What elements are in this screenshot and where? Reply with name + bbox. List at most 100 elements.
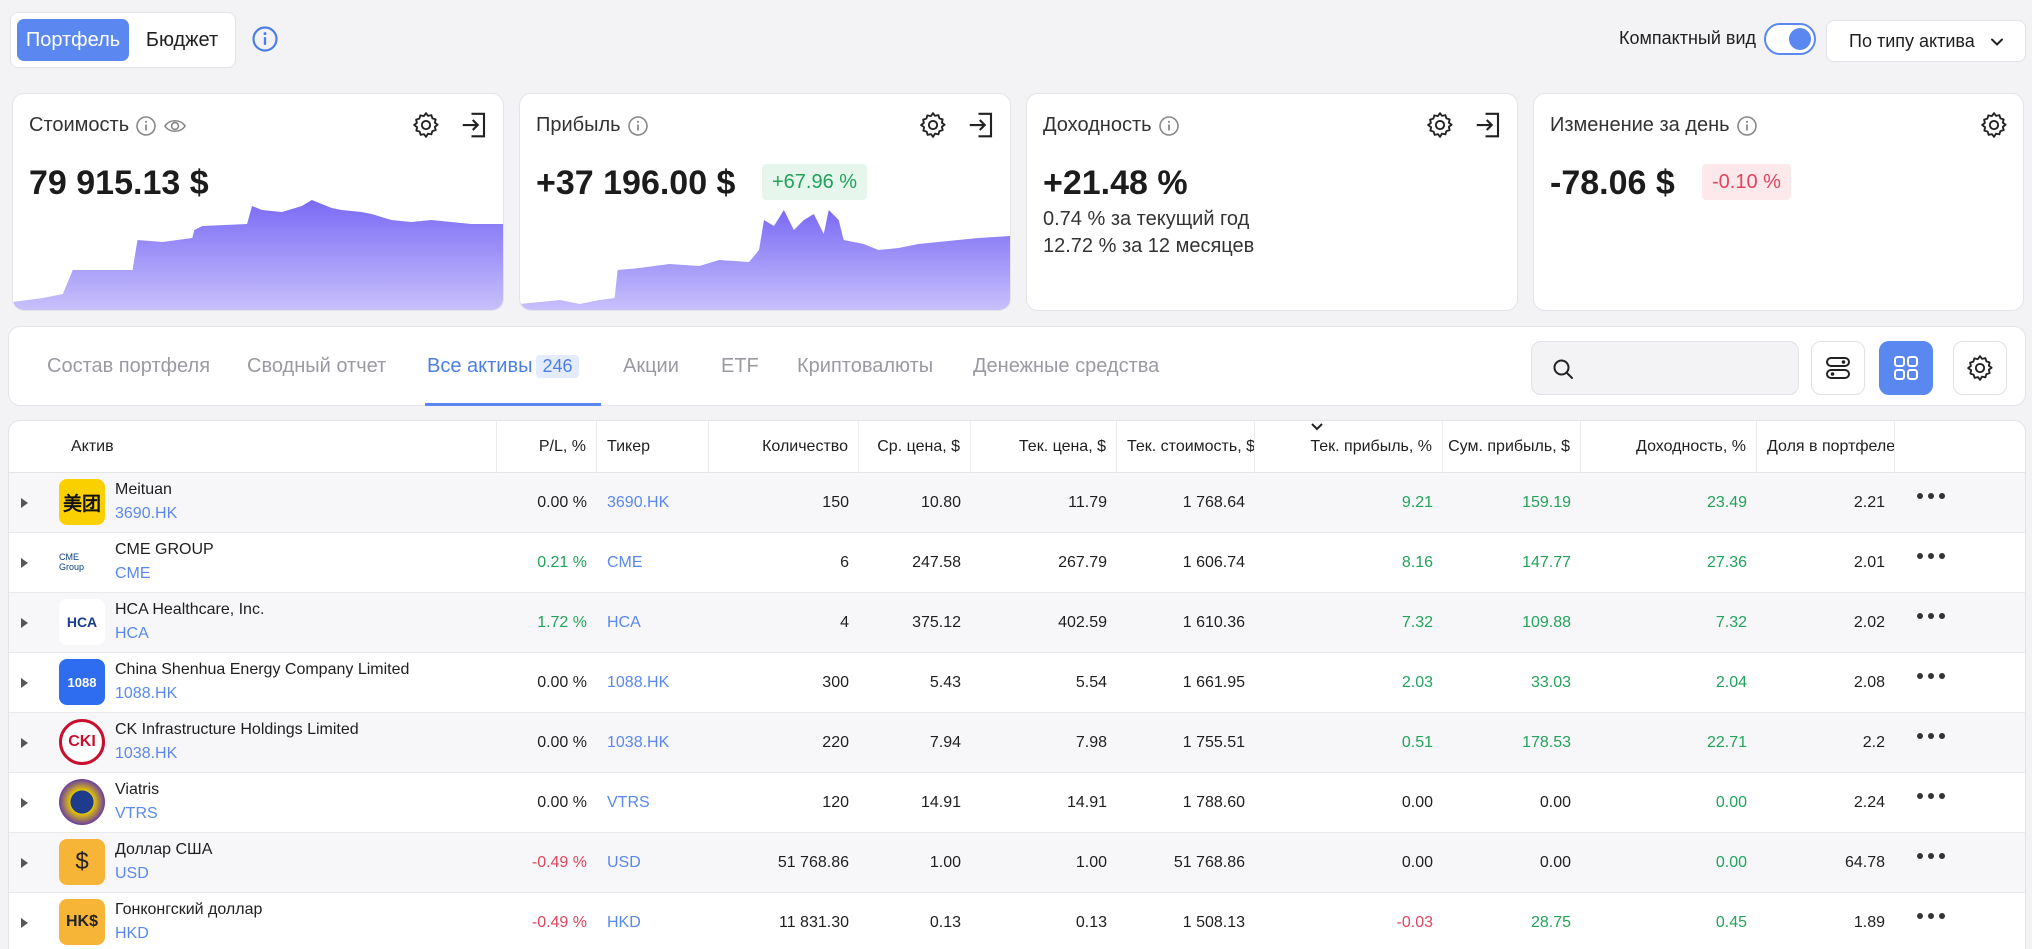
- col-current-price[interactable]: Тек. цена, $: [971, 421, 1117, 473]
- asset-name[interactable]: CK Infrastructure Holdings Limited: [115, 721, 359, 738]
- cell-total-profit: 109.88: [1522, 614, 1571, 631]
- asset-name[interactable]: China Shenhua Energy Company Limited: [115, 661, 410, 678]
- table-settings-button[interactable]: [1953, 341, 2007, 395]
- row-menu-icon[interactable]: [1917, 613, 1945, 619]
- row-menu-icon[interactable]: [1917, 853, 1945, 859]
- asset-name[interactable]: Доллар США: [115, 841, 213, 858]
- col-quantity[interactable]: Количество: [709, 421, 859, 473]
- day-change-card: Изменение за день -78.06 $ -0.10 %: [1533, 93, 2024, 311]
- info-icon[interactable]: [1736, 115, 1758, 137]
- row-menu-icon[interactable]: [1917, 553, 1945, 559]
- tab-all-assets[interactable]: Все активы 246: [427, 355, 579, 378]
- day-change-card-header: Изменение за день: [1550, 114, 1758, 137]
- expand-row-icon[interactable]: [21, 738, 28, 748]
- open-detail-icon[interactable]: [459, 110, 489, 140]
- gear-icon[interactable]: [1425, 110, 1455, 140]
- cell-current-value: 1 768.64: [1182, 494, 1245, 511]
- gear-icon[interactable]: [411, 110, 441, 140]
- col-pl[interactable]: P/L, %: [497, 421, 597, 473]
- col-current-value[interactable]: Тек. стоимость, $: [1117, 421, 1255, 473]
- cell-ticker[interactable]: 3690.HK: [607, 494, 670, 511]
- open-detail-icon[interactable]: [966, 110, 996, 140]
- col-ticker[interactable]: Тикер: [597, 421, 709, 473]
- portfolio-tab-button[interactable]: Портфель: [17, 19, 129, 61]
- row-menu-icon[interactable]: [1917, 673, 1945, 679]
- tab-crypto[interactable]: Криптовалюты: [797, 355, 934, 377]
- cell-ticker[interactable]: VTRS: [607, 794, 650, 811]
- table-row[interactable]: CKI CK Infrastructure Holdings Limited 103…: [9, 713, 2025, 773]
- cell-quantity: 4: [840, 614, 849, 631]
- asset-name[interactable]: Гонконгский доллар: [115, 901, 263, 918]
- asset-ticker-link[interactable]: HKD: [115, 925, 149, 942]
- cell-ticker[interactable]: HCA: [607, 614, 641, 631]
- cell-avg-price: 247.58: [912, 554, 961, 571]
- cell-avg-price: 1.00: [929, 854, 961, 871]
- asset-ticker-link[interactable]: 1038.HK: [115, 745, 178, 762]
- table-row[interactable]: CME Group CME GROUP CME 0.21 % CME 6 247.58 267…: [9, 533, 2025, 593]
- asset-name[interactable]: HCA Healthcare, Inc.: [115, 601, 265, 618]
- sort-desc-icon[interactable]: [1309, 421, 1325, 435]
- table-row[interactable]: $ Доллар США USD -0.49 % USD 51 768.86 1.00 1.0…: [9, 833, 2025, 893]
- asset-name[interactable]: Meituan: [115, 481, 172, 498]
- asset-ticker-link[interactable]: 1088.HK: [115, 685, 178, 702]
- compact-view-toggle[interactable]: [1764, 23, 1816, 55]
- asset-name[interactable]: CME GROUP: [115, 541, 214, 558]
- asset-ticker-link[interactable]: CME: [115, 565, 151, 582]
- group-by-select[interactable]: По типу актива: [1826, 20, 2026, 62]
- expand-row-icon[interactable]: [21, 558, 28, 568]
- search-input[interactable]: [1531, 341, 1799, 395]
- table-row[interactable]: 美团 Meituan 3690.HK 0.00 % 3690.HK 150 10.80 11.…: [9, 473, 2025, 533]
- row-menu-icon[interactable]: [1917, 733, 1945, 739]
- gear-icon[interactable]: [918, 110, 948, 140]
- row-menu-icon[interactable]: [1917, 913, 1945, 919]
- expand-row-icon[interactable]: [21, 618, 28, 628]
- asset-tabs-panel: Состав портфеля Сводный отчет Все активы…: [8, 326, 2026, 406]
- info-icon[interactable]: [1158, 115, 1180, 137]
- tab-summary[interactable]: Сводный отчет: [247, 355, 387, 377]
- open-detail-icon[interactable]: [1473, 110, 1503, 140]
- asset-ticker-link[interactable]: 3690.HK: [115, 505, 178, 522]
- col-total-profit[interactable]: Сум. прибыль, $: [1443, 421, 1581, 473]
- grid-view-button[interactable]: [1879, 341, 1933, 395]
- expand-row-icon[interactable]: [21, 498, 28, 508]
- asset-ticker-link[interactable]: HCA: [115, 625, 149, 642]
- asset-ticker-link[interactable]: VTRS: [115, 805, 158, 822]
- tab-stocks[interactable]: Акции: [623, 355, 679, 377]
- budget-tab-button[interactable]: Бюджет: [145, 28, 219, 51]
- eye-icon[interactable]: [163, 115, 187, 137]
- chevron-down-icon: [1991, 38, 2003, 46]
- asset-logo: $: [59, 839, 105, 885]
- info-icon[interactable]: [251, 25, 279, 53]
- tab-cash[interactable]: Денежные средства: [973, 355, 1160, 377]
- col-current-profit[interactable]: Тек. прибыль, %: [1255, 421, 1443, 473]
- asset-name[interactable]: Viatris: [115, 781, 160, 798]
- col-asset[interactable]: Актив: [9, 421, 497, 473]
- cell-ticker[interactable]: 1038.HK: [607, 734, 670, 751]
- value-card: Стоимость 79 915.13 $: [12, 93, 504, 311]
- info-icon[interactable]: [627, 115, 649, 137]
- table-row[interactable]: 1088 China Shenhua Energy Company Limited…: [9, 653, 2025, 713]
- tab-etf[interactable]: ETF: [721, 355, 759, 377]
- table-row[interactable]: HK$ Гонконгский доллар HKD -0.49 % HKD 11 831…: [9, 893, 2025, 949]
- col-avg-price[interactable]: Ср. цена, $: [859, 421, 971, 473]
- col-share[interactable]: Доля в портфеле: [1757, 421, 1895, 473]
- col-yield[interactable]: Доходность, %: [1581, 421, 1757, 473]
- cell-ticker[interactable]: HKD: [607, 914, 641, 931]
- info-icon[interactable]: [135, 115, 157, 137]
- table-row[interactable]: HCA HCA Healthcare, Inc. HCA 1.72 % HCA 4 375.…: [9, 593, 2025, 653]
- table-row[interactable]: Viatris VTRS 0.00 % VTRS 120 14.91 14.91 1 788.…: [9, 773, 2025, 833]
- row-menu-icon[interactable]: [1917, 793, 1945, 799]
- rows-view-button[interactable]: [1811, 341, 1865, 395]
- tab-composition[interactable]: Состав портфеля: [47, 355, 211, 377]
- cell-ticker[interactable]: CME: [607, 554, 643, 571]
- expand-row-icon[interactable]: [21, 858, 28, 868]
- cell-quantity: 150: [822, 494, 849, 511]
- row-menu-icon[interactable]: [1917, 493, 1945, 499]
- cell-ticker[interactable]: 1088.HK: [607, 674, 670, 691]
- expand-row-icon[interactable]: [21, 918, 28, 928]
- asset-ticker-link[interactable]: USD: [115, 865, 149, 882]
- cell-ticker[interactable]: USD: [607, 854, 641, 871]
- gear-icon[interactable]: [1979, 110, 2009, 140]
- expand-row-icon[interactable]: [21, 798, 28, 808]
- expand-row-icon[interactable]: [21, 678, 28, 688]
